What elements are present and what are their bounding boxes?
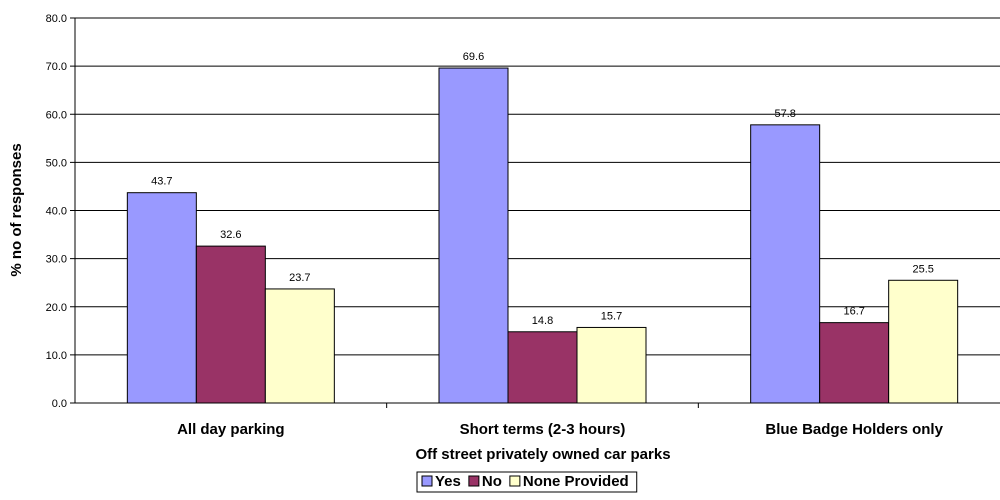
data-label: 23.7 — [289, 272, 310, 284]
y-tick-label: 20.0 — [46, 302, 67, 314]
x-category-label: All day parking — [177, 421, 285, 438]
x-category-label: Short terms (2-3 hours) — [460, 421, 626, 438]
x-category-labels: All day parking Short terms (2-3 hours) Bl… — [177, 421, 944, 438]
data-label: 43.7 — [151, 176, 172, 188]
y-tick-label: 30.0 — [46, 254, 67, 266]
legend: Yes No None Provided — [416, 471, 638, 493]
data-label: 15.7 — [601, 310, 622, 322]
legend-swatch — [421, 475, 433, 487]
data-label: 32.6 — [220, 229, 241, 241]
legend-label: No — [482, 473, 502, 490]
data-label: 69.6 — [463, 51, 484, 63]
y-tick-label: 70.0 — [46, 61, 67, 73]
data-labels: 43.7 32.6 23.7 69.6 14.8 15.7 57.8 16.7 25.5 — [151, 51, 934, 327]
y-axis-title: % no of responses — [8, 143, 25, 276]
y-tick-label: 60.0 — [46, 109, 67, 121]
legend-label: Yes — [435, 473, 461, 490]
y-tick-labels: 0.0 10.0 20.0 30.0 40.0 50.0 60.0 70.0 80.0 — [46, 13, 67, 410]
y-tick-label: 80.0 — [46, 13, 67, 25]
axes — [70, 17, 1000, 408]
legend-swatch — [509, 475, 521, 487]
data-label: 16.7 — [843, 306, 864, 318]
y-tick-label: 10.0 — [46, 350, 67, 362]
bar-no — [819, 322, 890, 404]
bar-none-provided — [264, 288, 335, 404]
bar-yes — [438, 67, 509, 404]
x-axis-title: Off street privately owned car parks — [415, 446, 670, 463]
bars — [126, 67, 959, 404]
y-tick-label: 50.0 — [46, 157, 67, 169]
bar-yes — [750, 124, 821, 404]
data-label: 57.8 — [774, 108, 795, 120]
x-category-label: Blue Badge Holders only — [765, 421, 943, 438]
bar-none-provided — [576, 326, 647, 404]
legend-label: None Provided — [523, 473, 629, 490]
y-tick-label: 0.0 — [52, 398, 67, 410]
data-label: 25.5 — [912, 263, 933, 275]
y-tick-label: 40.0 — [46, 206, 67, 218]
bar-no — [507, 331, 578, 404]
data-label: 14.8 — [532, 315, 553, 327]
bar-yes — [126, 192, 197, 404]
bar-none-provided — [888, 279, 959, 404]
legend-box — [416, 471, 638, 493]
legend-swatch — [468, 475, 480, 487]
bar-no — [195, 245, 266, 404]
